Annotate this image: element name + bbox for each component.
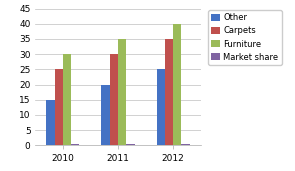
Bar: [63, 54, 71, 145]
Bar: [181, 144, 190, 145]
Bar: [173, 24, 181, 145]
Bar: [157, 69, 165, 145]
Bar: [101, 84, 110, 145]
Bar: [165, 39, 173, 145]
Bar: [46, 100, 55, 145]
Legend: Other, Carpets, Furniture, Market share: Other, Carpets, Furniture, Market share: [208, 10, 281, 65]
Bar: [118, 39, 126, 145]
Bar: [126, 144, 135, 145]
Bar: [110, 54, 118, 145]
Bar: [71, 144, 79, 145]
Bar: [55, 69, 63, 145]
